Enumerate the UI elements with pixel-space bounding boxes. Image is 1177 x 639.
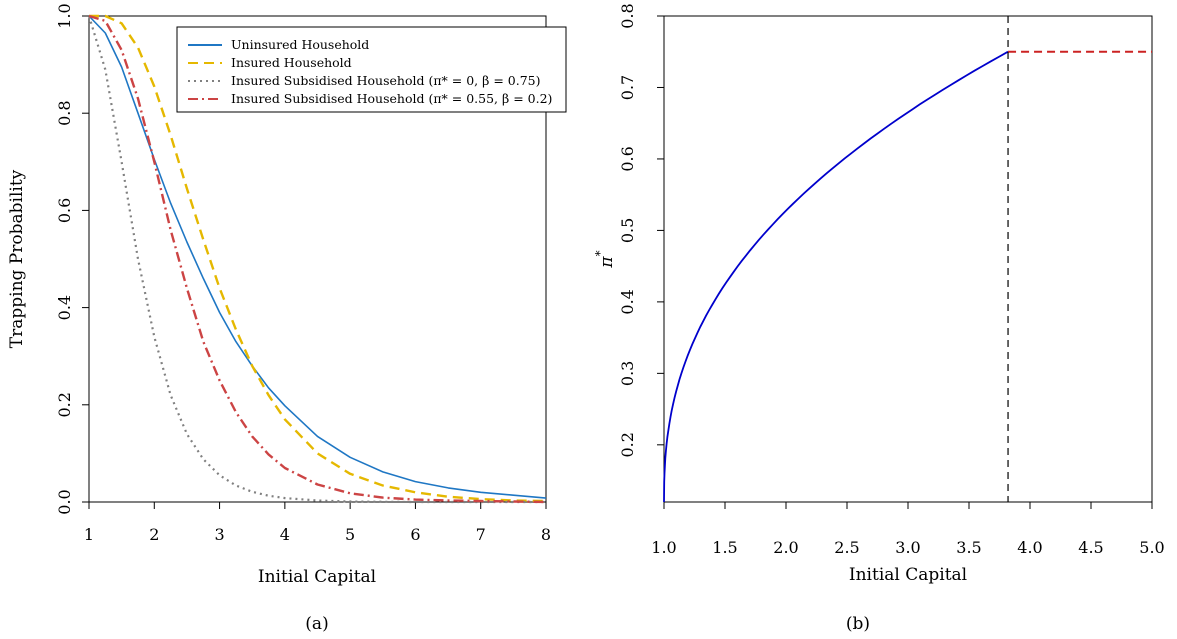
x-tick-label-a: 3 <box>214 525 224 544</box>
series-line-subsidised_b <box>88 14 547 504</box>
x-tick-label-b: 3.5 <box>956 538 981 557</box>
x-axis-label-a: Initial Capital <box>258 567 376 587</box>
x-tick-label-b: 5.0 <box>1139 538 1164 557</box>
x-tick-label-a: 4 <box>280 525 290 544</box>
y-tick-label-b: 0.7 <box>618 75 637 100</box>
y-tick-label-b: 0.8 <box>618 3 637 28</box>
legend-label-subsidised-b: Insured Subsidised Household (π* = 0.55,… <box>231 91 552 106</box>
y-tick-label-b: 0.2 <box>618 432 637 457</box>
legend-box-a <box>176 26 567 113</box>
x-tick-label-a: 1 <box>84 525 94 544</box>
y-axis-label-a: Trapping Probability <box>7 169 27 348</box>
y-axis-label-b-sup: * <box>593 250 607 256</box>
y-tick-label-b: 0.5 <box>618 218 637 243</box>
y-tick-label-a: 0.6 <box>55 198 74 223</box>
series-line-insured <box>89 14 547 503</box>
plot-frame-a <box>88 15 547 503</box>
x-tick-label-b: 2.0 <box>773 538 798 557</box>
x-tick-label-a: 7 <box>476 525 486 544</box>
y-tick-label-b: 0.3 <box>618 361 637 386</box>
y-tick-label-a: 0.4 <box>55 295 74 320</box>
series-lines-b <box>663 16 1152 503</box>
axis-ticks-b: 1.0 1.5 2.0 2.5 3.0 3.5 4.0 4.5 5.0 0.2 0.3 0.4 0.5 0… <box>618 3 1165 557</box>
plot-frame-b <box>663 15 1153 503</box>
panel-label-a: (a) <box>305 614 328 634</box>
x-tick-label-b: 4.0 <box>1017 538 1042 557</box>
x-tick-label-b: 3.0 <box>895 538 920 557</box>
y-tick-label-a: 1.0 <box>55 3 74 28</box>
x-tick-label-b: 1.0 <box>651 538 676 557</box>
legend-label-insured: Insured Household <box>231 55 352 70</box>
legend-label-subsidised-a: Insured Subsidised Household (π* = 0, β … <box>231 73 540 88</box>
panel-label-b: (b) <box>846 614 870 634</box>
y-tick-label-b: 0.4 <box>618 289 637 314</box>
y-tick-label-a: 0.2 <box>55 392 74 417</box>
x-axis-label-b: Initial Capital <box>849 565 967 585</box>
svg-text:π*: π* <box>593 250 617 268</box>
x-tick-label-b: 2.5 <box>834 538 859 557</box>
pi-star-curve <box>663 50 1009 503</box>
x-tick-label-a: 2 <box>149 525 159 544</box>
panel-a: 1 2 3 4 5 6 7 8 0.0 0.2 0.4 0.6 0.8 1.0 Initial Capit… <box>7 3 567 634</box>
y-tick-label-b: 0.6 <box>618 146 637 171</box>
y-tick-label-a: 0.8 <box>55 100 74 125</box>
y-axis-label-b: π* <box>593 250 617 268</box>
legend-label-uninsured: Uninsured Household <box>231 37 369 52</box>
y-axis-label-b-symbol: π <box>597 256 617 269</box>
x-tick-label-a: 8 <box>541 525 551 544</box>
y-tick-label-a: 0.0 <box>55 489 74 514</box>
x-tick-label-b: 1.5 <box>712 538 737 557</box>
x-tick-label-a: 6 <box>410 525 420 544</box>
series-lines-a <box>87 14 547 504</box>
axis-ticks-a: 1 2 3 4 5 6 7 8 0.0 0.2 0.4 0.6 0.8 1.0 <box>55 3 551 544</box>
x-tick-label-b: 4.5 <box>1078 538 1103 557</box>
legend-a: Uninsured Household Insured Household In… <box>176 26 567 113</box>
panel-b: 1.0 1.5 2.0 2.5 3.0 3.5 4.0 4.5 5.0 0.2 0.3 0.4 0.5 0… <box>593 3 1165 634</box>
x-tick-label-a: 5 <box>345 525 355 544</box>
